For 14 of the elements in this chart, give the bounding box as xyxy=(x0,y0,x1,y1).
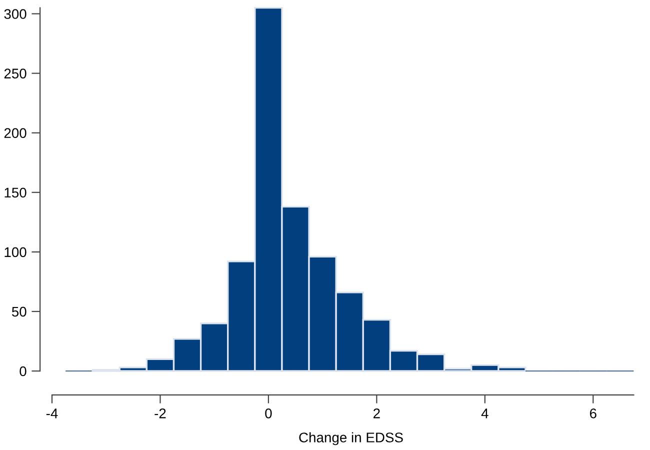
y-tick-label: 150 xyxy=(4,188,26,198)
x-tick-label: 6 xyxy=(590,408,596,418)
x-tick-label: -2 xyxy=(154,408,166,418)
y-tick-label: 50 xyxy=(12,306,26,317)
y-tick-label: 100 xyxy=(4,247,26,258)
x-tick-label: 2 xyxy=(374,408,380,418)
x-tick-label: 0 xyxy=(265,408,272,418)
y-tick-label: 200 xyxy=(4,128,26,138)
y-tick-label: 300 xyxy=(4,9,26,19)
y-tick-label: 0 xyxy=(20,366,26,376)
x-axis-title: Change in EDSS xyxy=(299,432,403,446)
x-tick-label: -4 xyxy=(46,408,58,418)
y-tick-label: 250 xyxy=(4,68,26,78)
x-tick-label: 4 xyxy=(481,408,488,418)
